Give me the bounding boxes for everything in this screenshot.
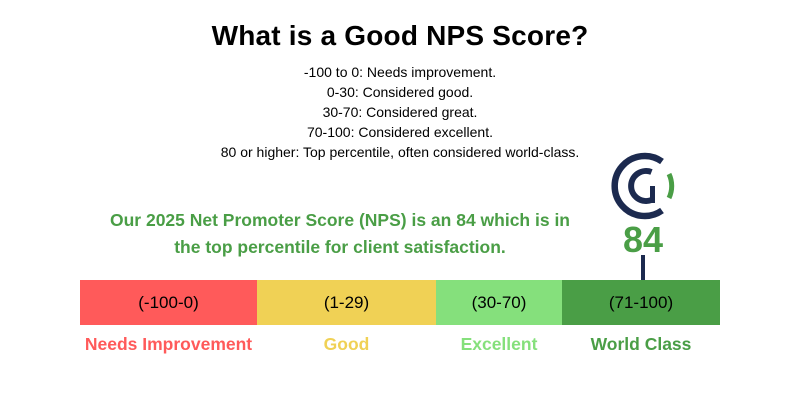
criteria-item: 70-100: Considered excellent. [306,124,493,140]
segment-good: (1-29) [257,280,436,325]
segment-needs-improvement: (-100-0) [80,280,257,325]
nps-statement: Our 2025 Net Promoter Score (NPS) is an … [80,207,600,261]
logo-g-bar [650,186,655,203]
nps-scale-bar: (-100-0) (1-29) (30-70) (71-100) [80,280,720,325]
company-g-logo-icon [611,152,675,220]
score-pointer [641,255,645,288]
page-title: What is a Good NPS Score? [211,20,589,51]
statement-line: the top percentile for client satisfacti… [174,237,506,257]
nps-criteria-list: -100 to 0: Needs improvement. 0-30: Cons… [0,62,800,162]
label-needs-improvement: Needs Improvement [84,333,253,354]
nps-score-value: 84 [622,219,664,260]
criteria-item: -100 to 0: Needs improvement. [303,64,497,80]
logo-inner-arc [628,168,653,204]
label-good: Good [323,333,370,354]
statement-line: Our 2025 Net Promoter Score (NPS) is an … [109,210,570,230]
segment-world-class: (71-100) [562,280,720,325]
logo-green-arc [666,172,675,200]
criteria-item: 80 or higher: Top percentile, often cons… [220,144,580,160]
label-world-class: World Class [590,333,692,354]
segment-excellent: (30-70) [436,280,562,325]
criteria-item: 30-70: Considered great. [322,104,478,120]
logo-outer-arc [611,152,664,220]
criteria-item: 0-30: Considered good. [326,84,474,100]
label-excellent: Excellent [460,333,538,354]
